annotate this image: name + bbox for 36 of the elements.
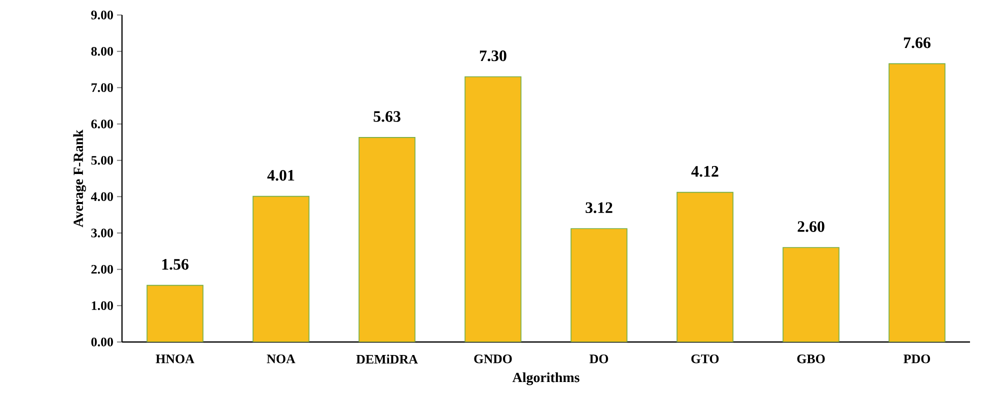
y-tick-label: 5.00 — [91, 156, 113, 165]
bar — [358, 137, 416, 342]
x-tick-label: HNOA — [156, 354, 194, 364]
x-tick-label: GTO — [691, 354, 719, 364]
bar — [464, 76, 522, 342]
bar — [888, 63, 946, 342]
y-tick-label: 6.00 — [91, 120, 113, 128]
y-axis-title: Average F-Rank — [73, 130, 86, 228]
data-label: 1.56 — [162, 259, 188, 270]
data-label: 2.60 — [798, 221, 824, 232]
bar — [570, 228, 628, 342]
bar — [782, 247, 840, 342]
x-tick-label: PDO — [904, 354, 930, 364]
bar — [146, 284, 204, 342]
data-label: 3.12 — [586, 202, 612, 214]
x-tick-label: GNDO — [474, 354, 512, 364]
data-label: 4.12 — [691, 166, 718, 177]
bar — [252, 196, 310, 342]
x-tick-label: DO — [590, 354, 608, 364]
y-tick-label: 9.00 — [91, 10, 113, 20]
x-axis-title: Algorithms — [512, 372, 580, 386]
y-tick-label: 2.00 — [91, 264, 113, 274]
y-tick-label: 4.00 — [90, 192, 113, 202]
bar — [676, 192, 734, 342]
data-label: 7.66 — [904, 37, 930, 48]
data-label: 7.30 — [480, 50, 506, 62]
data-label: 5.63 — [374, 111, 400, 122]
x-tick-label: GBO — [797, 354, 825, 364]
y-tick-label: 1.00 — [92, 301, 113, 310]
x-tick-label: NOA — [266, 354, 296, 364]
y-tick-label: 8.00 — [91, 46, 113, 56]
y-tick-label: 7.00 — [92, 83, 113, 92]
y-tick-label: 0.00 — [91, 338, 113, 346]
x-tick-label: DEMiDRA — [356, 354, 418, 364]
data-label: 4.01 — [267, 170, 294, 181]
y-tick-label: 3.00 — [91, 228, 113, 238]
